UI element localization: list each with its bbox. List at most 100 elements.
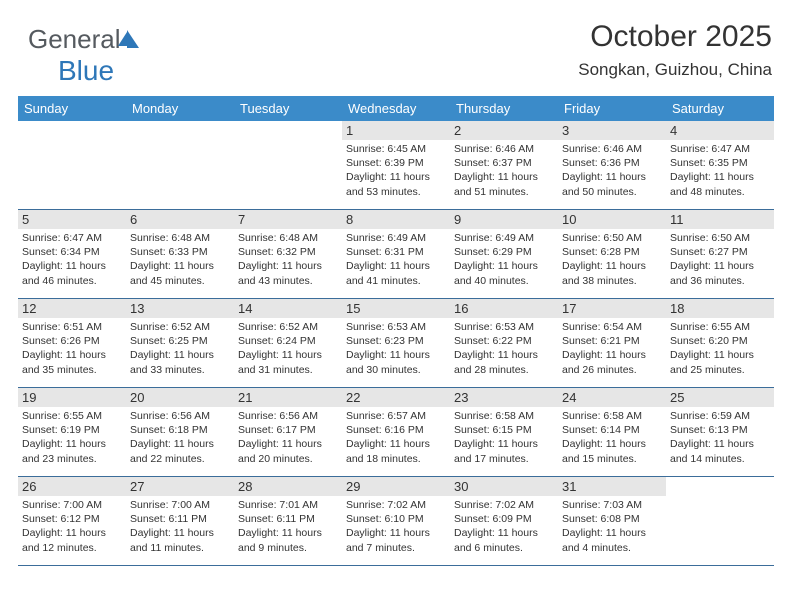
day-cell: 11 Sunrise: 6:50 AM Sunset: 6:27 PM Dayli… — [666, 210, 774, 298]
weekday-header: Tuesday — [234, 96, 342, 121]
day-info: Sunrise: 6:53 AM Sunset: 6:22 PM Dayligh… — [454, 320, 554, 377]
day-info: Sunrise: 6:56 AM Sunset: 6:18 PM Dayligh… — [130, 409, 230, 466]
weekday-header-row: Sunday Monday Tuesday Wednesday Thursday… — [18, 96, 774, 121]
day-number: 7 — [234, 210, 342, 229]
day-cell: 25Sunrise: 6:59 AM Sunset: 6:13 PM Dayli… — [666, 388, 774, 476]
day-number: 17 — [558, 299, 666, 318]
calendar-row: 5 Sunrise: 6:47 AM Sunset: 6:34 PM Daylig… — [18, 210, 774, 299]
day-info: Sunrise: 7:01 AM Sunset: 6:11 PM Dayligh… — [238, 498, 338, 555]
day-cell — [234, 121, 342, 209]
day-number: 21 — [234, 388, 342, 407]
day-cell — [126, 121, 234, 209]
day-number: 18 — [666, 299, 774, 318]
logo-triangle2-icon — [127, 30, 139, 48]
day-cell: 18Sunrise: 6:55 AM Sunset: 6:20 PM Dayli… — [666, 299, 774, 387]
day-number: 23 — [450, 388, 558, 407]
day-number: 14 — [234, 299, 342, 318]
day-number: 12 — [18, 299, 126, 318]
day-cell: 22Sunrise: 6:57 AM Sunset: 6:16 PM Dayli… — [342, 388, 450, 476]
day-info: Sunrise: 6:52 AM Sunset: 6:24 PM Dayligh… — [238, 320, 338, 377]
day-number: 20 — [126, 388, 234, 407]
day-cell: 5 Sunrise: 6:47 AM Sunset: 6:34 PM Daylig… — [18, 210, 126, 298]
day-cell: 13 Sunrise: 6:52 AM Sunset: 6:25 PM Dayli… — [126, 299, 234, 387]
day-number: 2 — [450, 121, 558, 140]
day-number: 1 — [342, 121, 450, 140]
weekday-header: Friday — [558, 96, 666, 121]
day-cell: 10Sunrise: 6:50 AM Sunset: 6:28 PM Dayli… — [558, 210, 666, 298]
calendar-grid: 1 Sunrise: 6:45 AM Sunset: 6:39 PM Daylig… — [18, 121, 774, 566]
day-number: 30 — [450, 477, 558, 496]
day-cell: 4 Sunrise: 6:47 AM Sunset: 6:35 PM Daylig… — [666, 121, 774, 209]
day-info: Sunrise: 6:45 AM Sunset: 6:39 PM Dayligh… — [346, 142, 446, 199]
day-cell: 15 Sunrise: 6:53 AM Sunset: 6:23 PM Dayli… — [342, 299, 450, 387]
day-info: Sunrise: 6:58 AM Sunset: 6:15 PM Dayligh… — [454, 409, 554, 466]
header-right: October 2025 Songkan, Guizhou, China — [578, 20, 772, 80]
logo-text-2: Blue — [58, 55, 114, 86]
day-info: Sunrise: 6:48 AM Sunset: 6:33 PM Dayligh… — [130, 231, 230, 288]
logo-text-1: General — [28, 24, 121, 54]
day-number: 9 — [450, 210, 558, 229]
day-info: Sunrise: 6:56 AM Sunset: 6:17 PM Dayligh… — [238, 409, 338, 466]
day-cell: 2 Sunrise: 6:46 AM Sunset: 6:37 PM Daylig… — [450, 121, 558, 209]
calendar: Sunday Monday Tuesday Wednesday Thursday… — [18, 96, 774, 566]
calendar-row: 19 Sunrise: 6:55 AM Sunset: 6:19 PM Dayli… — [18, 388, 774, 477]
day-cell: 31Sunrise: 7:03 AM Sunset: 6:08 PM Dayli… — [558, 477, 666, 565]
day-number: 19 — [18, 388, 126, 407]
day-info: Sunrise: 6:49 AM Sunset: 6:31 PM Dayligh… — [346, 231, 446, 288]
day-info: Sunrise: 6:47 AM Sunset: 6:35 PM Dayligh… — [670, 142, 770, 199]
day-info: Sunrise: 7:02 AM Sunset: 6:10 PM Dayligh… — [346, 498, 446, 555]
day-info: Sunrise: 6:59 AM Sunset: 6:13 PM Dayligh… — [670, 409, 770, 466]
day-info: Sunrise: 6:54 AM Sunset: 6:21 PM Dayligh… — [562, 320, 662, 377]
day-info: Sunrise: 6:52 AM Sunset: 6:25 PM Dayligh… — [130, 320, 230, 377]
day-number: 13 — [126, 299, 234, 318]
day-number: 11 — [666, 210, 774, 229]
day-cell — [18, 121, 126, 209]
logo: General Blue — [28, 24, 139, 87]
day-info: Sunrise: 7:02 AM Sunset: 6:09 PM Dayligh… — [454, 498, 554, 555]
weekday-header: Saturday — [666, 96, 774, 121]
day-cell: 16Sunrise: 6:53 AM Sunset: 6:22 PM Dayli… — [450, 299, 558, 387]
weekday-header: Sunday — [18, 96, 126, 121]
day-number: 26 — [18, 477, 126, 496]
day-info: Sunrise: 6:55 AM Sunset: 6:19 PM Dayligh… — [22, 409, 122, 466]
day-info: Sunrise: 6:46 AM Sunset: 6:36 PM Dayligh… — [562, 142, 662, 199]
day-info: Sunrise: 6:48 AM Sunset: 6:32 PM Dayligh… — [238, 231, 338, 288]
day-number: 8 — [342, 210, 450, 229]
month-title: October 2025 — [578, 20, 772, 54]
day-number: 6 — [126, 210, 234, 229]
day-cell: 3 Sunrise: 6:46 AM Sunset: 6:36 PM Daylig… — [558, 121, 666, 209]
day-info: Sunrise: 6:58 AM Sunset: 6:14 PM Dayligh… — [562, 409, 662, 466]
day-number: 5 — [18, 210, 126, 229]
day-cell: 14 Sunrise: 6:52 AM Sunset: 6:24 PM Dayli… — [234, 299, 342, 387]
day-info: Sunrise: 7:03 AM Sunset: 6:08 PM Dayligh… — [562, 498, 662, 555]
day-cell: 9 Sunrise: 6:49 AM Sunset: 6:29 PM Daylig… — [450, 210, 558, 298]
day-info: Sunrise: 6:53 AM Sunset: 6:23 PM Dayligh… — [346, 320, 446, 377]
day-cell: 28Sunrise: 7:01 AM Sunset: 6:11 PM Dayli… — [234, 477, 342, 565]
day-info: Sunrise: 6:51 AM Sunset: 6:26 PM Dayligh… — [22, 320, 122, 377]
day-number: 3 — [558, 121, 666, 140]
day-info: Sunrise: 6:47 AM Sunset: 6:34 PM Dayligh… — [22, 231, 122, 288]
day-cell: 12 Sunrise: 6:51 AM Sunset: 6:26 PM Dayli… — [18, 299, 126, 387]
weekday-header: Wednesday — [342, 96, 450, 121]
calendar-row: 1 Sunrise: 6:45 AM Sunset: 6:39 PM Daylig… — [18, 121, 774, 210]
day-cell: 27 Sunrise: 7:00 AM Sunset: 6:11 PM Dayli… — [126, 477, 234, 565]
weekday-header: Thursday — [450, 96, 558, 121]
day-info: Sunrise: 6:46 AM Sunset: 6:37 PM Dayligh… — [454, 142, 554, 199]
day-cell: 6 Sunrise: 6:48 AM Sunset: 6:33 PM Daylig… — [126, 210, 234, 298]
calendar-row: 26Sunrise: 7:00 AM Sunset: 6:12 PM Dayli… — [18, 477, 774, 566]
day-cell: 8 Sunrise: 6:49 AM Sunset: 6:31 PM Daylig… — [342, 210, 450, 298]
day-number: 24 — [558, 388, 666, 407]
day-cell: 26Sunrise: 7:00 AM Sunset: 6:12 PM Dayli… — [18, 477, 126, 565]
day-info: Sunrise: 6:57 AM Sunset: 6:16 PM Dayligh… — [346, 409, 446, 466]
day-number: 15 — [342, 299, 450, 318]
day-cell: 19 Sunrise: 6:55 AM Sunset: 6:19 PM Dayli… — [18, 388, 126, 476]
day-number: 29 — [342, 477, 450, 496]
day-number: 4 — [666, 121, 774, 140]
day-cell: 20 Sunrise: 6:56 AM Sunset: 6:18 PM Dayli… — [126, 388, 234, 476]
logo-triangle-icon — [118, 32, 127, 46]
day-info: Sunrise: 6:50 AM Sunset: 6:27 PM Dayligh… — [670, 231, 770, 288]
day-cell: 24 Sunrise: 6:58 AM Sunset: 6:14 PM Dayli… — [558, 388, 666, 476]
day-number: 27 — [126, 477, 234, 496]
day-info: Sunrise: 6:49 AM Sunset: 6:29 PM Dayligh… — [454, 231, 554, 288]
day-info: Sunrise: 7:00 AM Sunset: 6:11 PM Dayligh… — [130, 498, 230, 555]
